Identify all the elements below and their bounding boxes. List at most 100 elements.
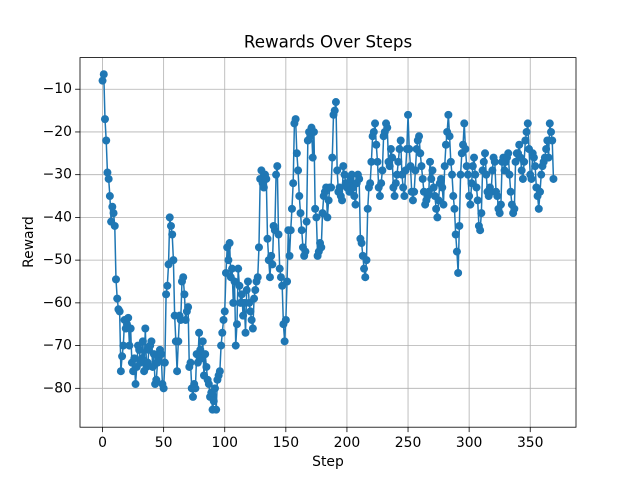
data-point xyxy=(415,132,424,141)
data-point xyxy=(281,315,290,324)
data-point xyxy=(195,328,204,337)
data-point xyxy=(536,187,545,196)
data-point xyxy=(465,192,474,201)
data-point xyxy=(369,127,378,136)
data-point xyxy=(157,350,166,359)
x-tick-label: 250 xyxy=(395,435,422,451)
data-point xyxy=(115,307,124,316)
data-point xyxy=(188,392,197,401)
data-point xyxy=(490,157,499,166)
data-point xyxy=(347,170,356,179)
data-point xyxy=(297,226,306,235)
data-point xyxy=(204,380,213,389)
y-tick-label: −40 xyxy=(43,209,72,225)
data-point xyxy=(455,221,464,230)
data-point xyxy=(471,170,480,179)
data-point xyxy=(534,204,543,213)
data-point xyxy=(399,183,408,192)
data-point xyxy=(428,166,437,175)
data-point xyxy=(405,145,414,154)
data-point xyxy=(426,157,435,166)
chart-title: Rewards Over Steps xyxy=(244,32,412,52)
data-point xyxy=(523,119,532,128)
data-point xyxy=(276,273,285,282)
data-point xyxy=(272,170,281,179)
data-point xyxy=(438,183,447,192)
data-point xyxy=(461,145,470,154)
data-point xyxy=(429,183,438,192)
data-point xyxy=(232,320,241,329)
data-point xyxy=(451,230,460,239)
data-point xyxy=(235,281,244,290)
data-point xyxy=(361,273,370,282)
data-point xyxy=(518,174,527,183)
data-point xyxy=(432,204,441,213)
x-tick-label: 200 xyxy=(334,435,361,451)
y-tick-label: −10 xyxy=(43,81,72,97)
data-point xyxy=(174,337,183,346)
data-point xyxy=(152,375,161,384)
data-point xyxy=(433,213,442,222)
data-point xyxy=(169,256,178,265)
data-point xyxy=(395,145,404,154)
data-point xyxy=(375,192,384,201)
data-point xyxy=(116,367,125,376)
data-point xyxy=(294,166,303,175)
data-point xyxy=(452,247,461,256)
data-point xyxy=(110,221,119,230)
data-point xyxy=(234,264,243,273)
data-point xyxy=(383,123,392,132)
data-point xyxy=(138,337,147,346)
data-point xyxy=(416,149,425,158)
data-point xyxy=(229,298,238,307)
data-point xyxy=(445,132,454,141)
data-point xyxy=(378,166,387,175)
data-point xyxy=(201,350,210,359)
y-tick-label: −70 xyxy=(43,338,72,354)
data-point xyxy=(411,166,420,175)
data-point xyxy=(527,174,536,183)
data-point xyxy=(251,286,260,295)
data-point xyxy=(286,226,295,235)
data-point xyxy=(396,136,405,145)
data-point xyxy=(468,162,477,171)
data-point xyxy=(450,204,459,213)
data-point xyxy=(472,183,481,192)
data-point xyxy=(250,294,259,303)
data-point xyxy=(109,209,118,218)
data-point xyxy=(219,315,228,324)
x-tick-label: 150 xyxy=(273,435,300,451)
data-point xyxy=(100,115,109,124)
data-point xyxy=(531,162,540,171)
data-point xyxy=(254,243,263,252)
data-point xyxy=(333,166,342,175)
data-point xyxy=(323,213,332,222)
data-point xyxy=(372,140,381,149)
data-point xyxy=(224,256,233,265)
data-point xyxy=(462,162,471,171)
data-point xyxy=(210,384,219,393)
data-point xyxy=(111,275,120,284)
data-point xyxy=(202,362,211,371)
data-point xyxy=(212,405,221,414)
data-point xyxy=(338,196,347,205)
data-point xyxy=(522,127,531,136)
data-point xyxy=(456,170,465,179)
data-point xyxy=(273,162,282,171)
data-point xyxy=(248,324,257,333)
data-point xyxy=(335,183,344,192)
data-point xyxy=(404,110,413,119)
data-point xyxy=(239,311,248,320)
data-point xyxy=(367,157,376,166)
data-point xyxy=(481,149,490,158)
data-point xyxy=(209,397,218,406)
data-point xyxy=(446,157,455,166)
data-point xyxy=(191,384,200,393)
data-point xyxy=(537,170,546,179)
data-point xyxy=(141,324,150,333)
data-point xyxy=(400,192,409,201)
data-point xyxy=(241,328,250,337)
data-point xyxy=(262,174,271,183)
data-point xyxy=(328,153,337,162)
data-point xyxy=(549,174,558,183)
